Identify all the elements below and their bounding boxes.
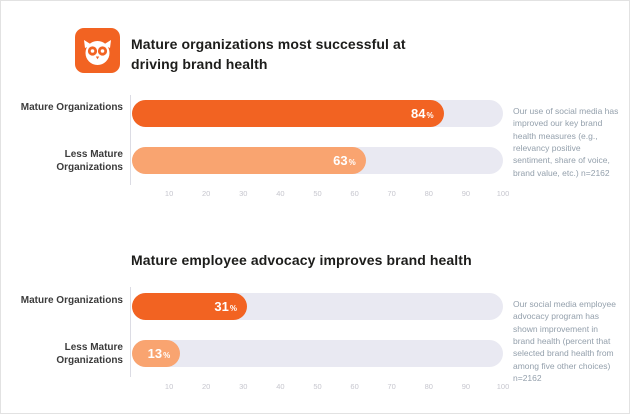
axis-tick-label: 100 bbox=[496, 189, 510, 198]
bar-category-label: Less Mature Organizations bbox=[56, 149, 123, 173]
chart-annotation: Our social media employee advocacy progr… bbox=[513, 299, 616, 383]
bar-value-label: 63 bbox=[333, 153, 348, 168]
bar-category-label: Less Mature Organizations bbox=[56, 342, 123, 366]
bar-value-label: 31 bbox=[214, 299, 229, 314]
axis-tick-label: 50 bbox=[313, 189, 322, 198]
axis-tick-label: 40 bbox=[276, 189, 285, 198]
chart-title: Mature employee advocacy improves brand … bbox=[131, 252, 472, 268]
percent-sign: % bbox=[348, 157, 356, 167]
bar-category-label: Mature Organizations bbox=[20, 295, 123, 306]
axis-tick-label: 60 bbox=[350, 382, 359, 391]
bar-mature-organizations: 84 % bbox=[132, 100, 444, 127]
axis-tick-label: 80 bbox=[424, 189, 433, 198]
axis-tick-label: 30 bbox=[239, 189, 248, 198]
axis-tick-label: 70 bbox=[387, 189, 396, 198]
percent-sign: % bbox=[426, 110, 434, 120]
hootsuite-logo bbox=[75, 28, 120, 73]
y-axis-line bbox=[130, 95, 131, 185]
axis-tick-label: 10 bbox=[164, 382, 174, 391]
axis-tick-label: 80 bbox=[424, 382, 433, 391]
bar-less-mature-organizations: 13 % bbox=[132, 340, 181, 367]
axis-tick-label: 90 bbox=[461, 382, 471, 391]
x-axis: 10 20 30 40 50 60 70 80 90 100 bbox=[132, 189, 509, 201]
axis-tick-label: 20 bbox=[202, 189, 211, 198]
axis-tick-label: 60 bbox=[350, 189, 359, 198]
axis-tick-label: 10 bbox=[164, 189, 174, 198]
axis-tick-label: 20 bbox=[202, 382, 211, 391]
bar-less-mature-organizations: 63 % bbox=[132, 147, 366, 174]
bar-value-label: 13 bbox=[147, 346, 163, 361]
axis-tick-label: 30 bbox=[239, 382, 248, 391]
axis-tick-label: 40 bbox=[276, 382, 285, 391]
bar-mature-organizations: 31 % bbox=[132, 293, 247, 320]
bar-value-label: 84 bbox=[411, 106, 426, 121]
chart-annotation: Our use of social media has improved our… bbox=[513, 106, 619, 178]
bar-track: 63 % bbox=[132, 147, 503, 174]
x-axis: 10 20 30 40 50 60 70 80 90 100 bbox=[132, 382, 509, 394]
axis-tick-label: 100 bbox=[496, 382, 510, 391]
owl-icon bbox=[75, 28, 120, 73]
bar-track: 84 % bbox=[132, 100, 503, 127]
bar-track: 13 % bbox=[132, 340, 503, 367]
percent-sign: % bbox=[229, 303, 237, 313]
y-axis-line bbox=[130, 287, 131, 377]
percent-sign: % bbox=[163, 350, 171, 360]
bar-track: 31 % bbox=[132, 293, 503, 320]
bar-category-label: Mature Organizations bbox=[20, 102, 123, 113]
chart-title: Mature organizations most successful at … bbox=[131, 36, 406, 72]
axis-tick-label: 50 bbox=[313, 382, 322, 391]
axis-tick-label: 90 bbox=[461, 189, 471, 198]
axis-tick-label: 70 bbox=[387, 382, 396, 391]
